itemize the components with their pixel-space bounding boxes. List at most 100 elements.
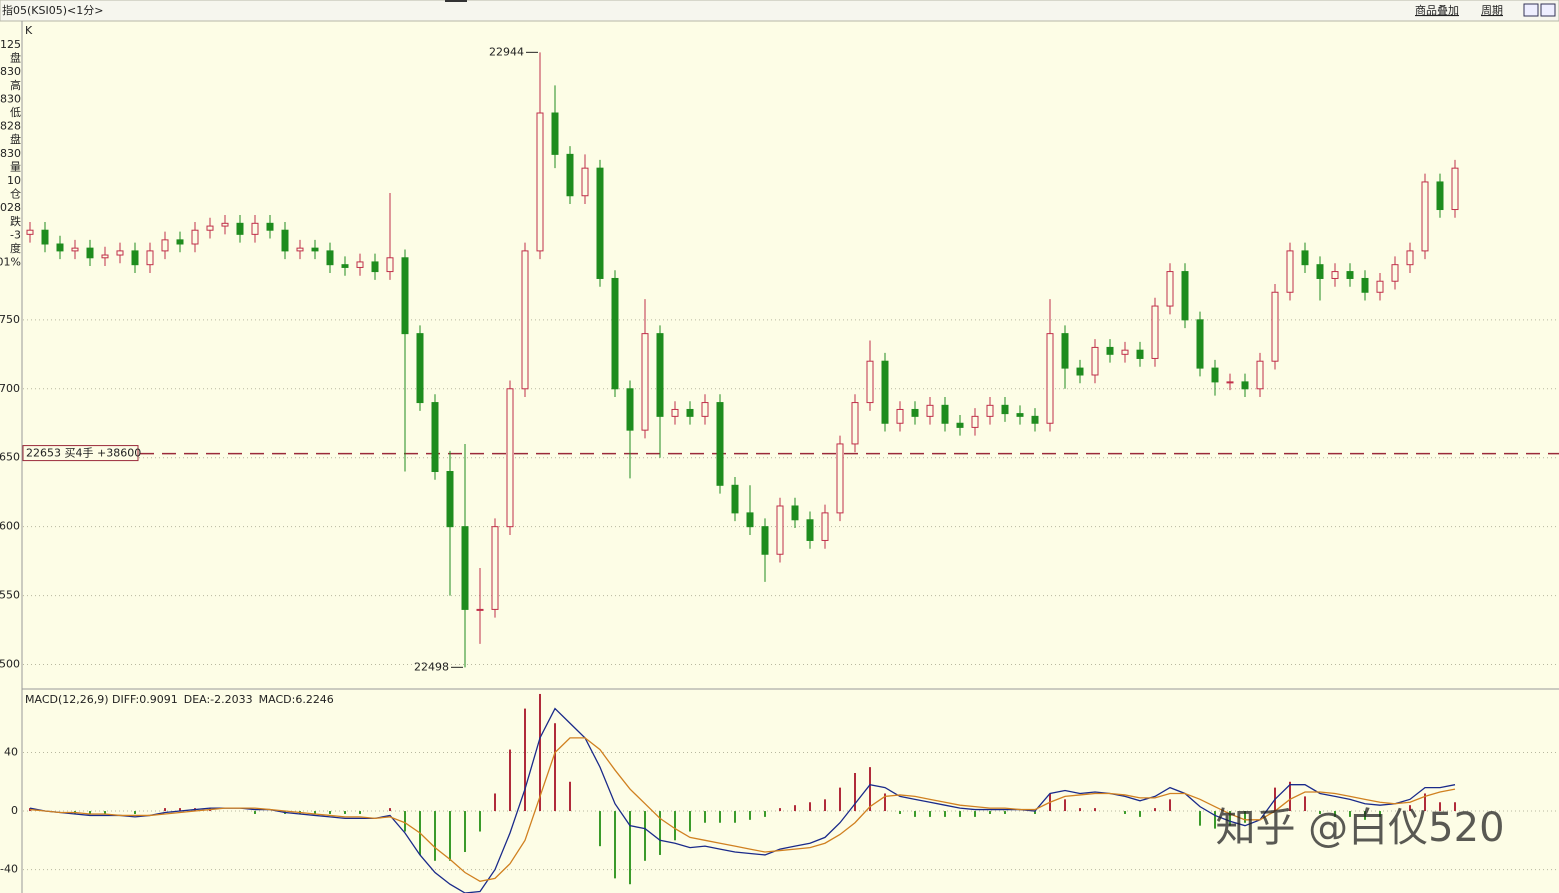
candle-body	[1361, 277, 1369, 293]
candle-body	[176, 239, 184, 245]
watermark: 知乎 @白仪520	[1215, 805, 1504, 851]
candle-body	[1301, 250, 1309, 266]
candle-body	[686, 408, 694, 417]
candle-body	[146, 250, 154, 266]
toolbar-marker	[445, 0, 467, 2]
candle-body	[656, 333, 664, 417]
info-item: 高	[10, 78, 21, 92]
candle-body	[1256, 360, 1264, 390]
candle-body	[446, 471, 454, 528]
period-button[interactable]: 周期	[1481, 4, 1503, 17]
info-item: -3	[10, 228, 21, 241]
candle-body	[431, 402, 439, 473]
candle-body	[1121, 349, 1129, 355]
candle-body	[386, 257, 394, 273]
candle-body	[941, 404, 949, 424]
annotation-label: 22944	[489, 45, 524, 58]
candle-body	[911, 408, 919, 417]
y-tick-label: 650	[0, 451, 20, 464]
price-line-label: 22653 买4手 +38600	[26, 446, 141, 460]
candle-body	[791, 505, 799, 521]
price-line-box	[22, 445, 139, 462]
candle-body	[1046, 333, 1054, 424]
candle-body	[401, 257, 409, 335]
candle-body	[86, 247, 94, 259]
nav-button[interactable]	[1540, 3, 1556, 17]
candle-body	[371, 261, 379, 273]
candle-body	[1061, 333, 1069, 369]
candle-body	[1241, 381, 1249, 390]
candle-body	[536, 112, 544, 252]
candle-body	[866, 360, 874, 404]
legend-entry: MACD:6.2246	[259, 693, 334, 706]
y-tick-label: -40	[0, 863, 18, 876]
candle-body	[1151, 305, 1159, 359]
candle-body	[611, 277, 619, 390]
corner-label: K	[25, 24, 33, 37]
candle-body	[461, 526, 469, 610]
candle-body	[476, 608, 484, 611]
candle-body	[1271, 291, 1279, 362]
candle-body	[1076, 367, 1084, 376]
candle-body	[251, 222, 259, 235]
legend-entry: DIFF:0.9091	[112, 693, 178, 706]
info-item: 830	[0, 147, 21, 160]
info-item: 仓	[10, 187, 21, 201]
candle-body	[296, 247, 304, 252]
macd-title: MACD(12,26,9)	[25, 693, 109, 706]
candle-body	[881, 360, 889, 424]
candle-body	[1421, 181, 1429, 252]
candle-body	[806, 519, 814, 541]
candle-body	[281, 229, 289, 252]
candle-body	[1211, 367, 1219, 383]
candle-body	[671, 408, 679, 417]
candle-body	[506, 388, 514, 528]
candle-body	[641, 333, 649, 431]
candle-body	[161, 239, 169, 252]
candle-body	[566, 153, 574, 197]
candle-body	[1226, 381, 1234, 384]
info-item: 跌	[10, 214, 21, 228]
candle-body	[356, 261, 364, 268]
candle-body	[191, 229, 199, 245]
candle-body	[26, 229, 34, 235]
candle-body	[116, 250, 124, 256]
candle-body	[71, 247, 79, 252]
candle-body	[1391, 264, 1399, 282]
info-item: 盘	[10, 51, 21, 65]
candle-body	[521, 250, 529, 390]
info-item: 125	[0, 38, 21, 51]
toolbar	[0, 0, 1559, 22]
candle-body	[1091, 346, 1099, 376]
candle-body	[626, 388, 634, 431]
toolbar-title: 指05(KSI05)<1分>	[2, 3, 103, 17]
candle-body	[971, 415, 979, 428]
candle-body	[986, 404, 994, 417]
candle-body	[956, 422, 964, 428]
y-tick-label: 750	[0, 313, 20, 326]
candle-body	[1286, 250, 1294, 293]
info-item: 度	[10, 241, 21, 255]
candle-body	[131, 250, 139, 266]
info-item: 低	[10, 106, 21, 119]
candle-body	[731, 484, 739, 514]
y-tick-label: 40	[4, 745, 18, 758]
nav-button[interactable]	[1523, 3, 1539, 17]
overlay-button[interactable]: 商品叠加	[1415, 3, 1459, 17]
candle-body	[1376, 280, 1384, 293]
y-tick-label: 600	[0, 520, 20, 533]
candle-body	[41, 229, 49, 245]
candle-body	[701, 402, 709, 417]
candle-body	[56, 243, 64, 252]
candle-body	[1001, 404, 1009, 415]
macd-line	[29, 707, 1456, 893]
candle-body	[836, 443, 844, 514]
candle-body	[1166, 271, 1174, 307]
candle-body	[581, 167, 589, 197]
candle-body	[266, 222, 274, 231]
candle-body	[1451, 167, 1459, 211]
candle-body	[101, 254, 109, 259]
info-item: 828	[0, 120, 21, 133]
candle-body	[1316, 264, 1324, 279]
